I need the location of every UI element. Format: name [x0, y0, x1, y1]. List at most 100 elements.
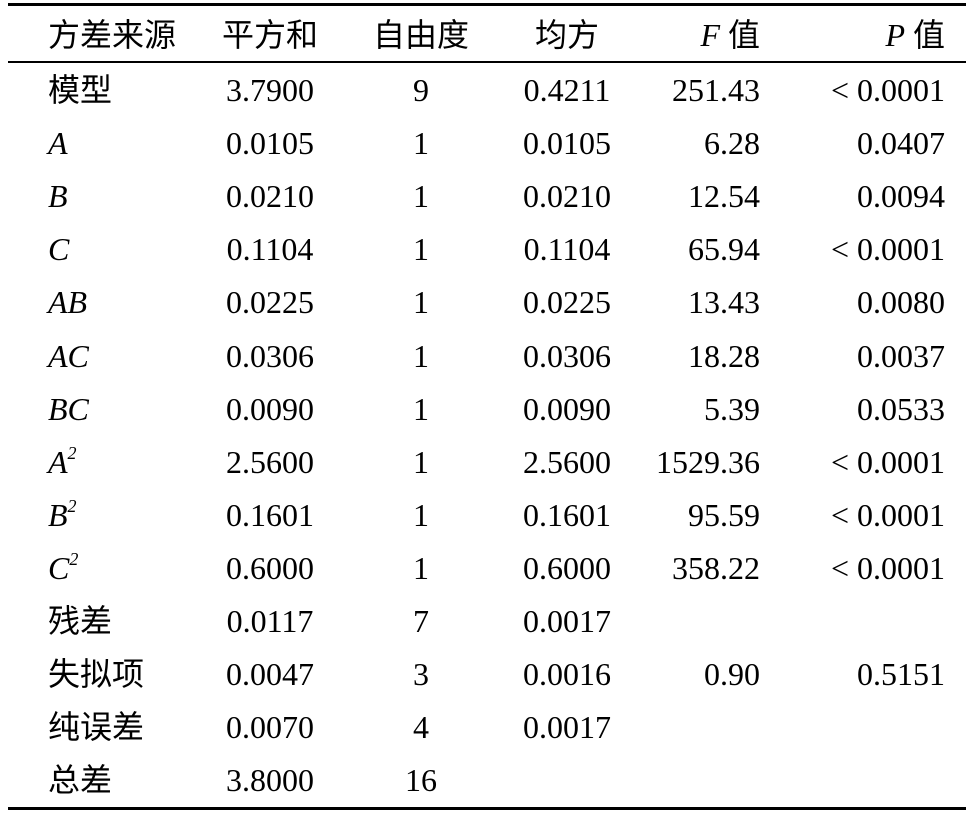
row-label: 残差 [48, 601, 112, 641]
value-cell: 0.0210 [226, 178, 314, 215]
value-cell: 0.0080 [857, 284, 945, 321]
header-cell: 均方 [534, 17, 599, 53]
value-cell: 2.5600 [523, 443, 611, 480]
row-label: 模型 [48, 70, 112, 110]
value-cell: 0.0210 [523, 178, 611, 215]
value-cell: 0.1601 [226, 496, 314, 533]
value-cell: 0.6000 [226, 549, 314, 586]
value-cell: 0.0105 [226, 125, 314, 162]
value-cell: 0.0105 [523, 125, 611, 162]
value-cell: 18.28 [688, 337, 760, 374]
value-cell: 0.0533 [857, 390, 945, 427]
value-cell: 0.0225 [523, 284, 611, 321]
value-cell: 0.5151 [857, 656, 945, 693]
value-cell: 9 [413, 72, 429, 108]
value-cell: < 0.0001 [830, 443, 945, 480]
row-label: 失拟项 [48, 654, 144, 694]
value-cell: < 0.0001 [830, 231, 945, 268]
value-cell: 3.8000 [226, 762, 314, 799]
value-cell: 0.0225 [226, 284, 314, 321]
value-cell: 3.7900 [226, 72, 314, 108]
value-cell: 251.43 [672, 72, 760, 108]
value-cell: 0.1104 [523, 231, 611, 268]
value-cell: 0.1104 [226, 231, 314, 268]
superscript: 2 [67, 495, 77, 516]
value-cell: 0.0306 [226, 337, 314, 374]
source-text: 纯误差 [48, 709, 145, 746]
source-text: C [48, 231, 70, 268]
value-cell: 0.90 [704, 656, 760, 693]
header-cell: F 值 [700, 17, 760, 53]
value-cell: 1 [413, 125, 429, 162]
row-label: A2 [48, 442, 77, 482]
header-cell: P 值 [885, 17, 945, 53]
value-cell: < 0.0001 [830, 72, 945, 108]
header-cell: 自由度 [372, 17, 469, 53]
row-label: 纯误差 [48, 707, 144, 747]
source-text: C [48, 549, 70, 586]
value-cell: 1 [413, 284, 429, 321]
superscript: 2 [69, 548, 79, 569]
value-cell: 95.59 [688, 496, 760, 533]
row-label: B2 [48, 495, 77, 535]
header-cell: 平方和 [221, 17, 318, 53]
source-text: AB [48, 284, 88, 321]
row-label: C2 [48, 548, 78, 588]
value-cell: 0.1601 [523, 496, 611, 533]
superscript: 2 [67, 442, 77, 463]
top-rule [8, 3, 966, 6]
value-cell: 0.0017 [523, 603, 611, 639]
value-cell: 0.0407 [857, 125, 945, 162]
source-text: 残差 [48, 603, 113, 639]
source-text: BC [48, 390, 89, 427]
source-text: A [48, 125, 68, 162]
value-cell: 2.5600 [226, 443, 314, 480]
row-label: C [48, 229, 69, 269]
value-cell: 0.0070 [226, 709, 314, 746]
bottom-rule [8, 807, 966, 810]
value-cell: 0.0047 [226, 656, 314, 693]
value-cell: 0.6000 [523, 549, 611, 586]
source-text: 模型 [48, 72, 113, 108]
value-cell: 0.0094 [857, 178, 945, 215]
value-cell: 0.4211 [523, 72, 611, 108]
value-cell: 1 [413, 178, 429, 215]
value-cell: 1529.36 [656, 443, 760, 480]
value-cell: 1 [413, 337, 429, 374]
value-cell: 1 [413, 443, 429, 480]
value-cell: 7 [413, 603, 429, 639]
value-cell: 65.94 [688, 231, 760, 268]
source-text: 总差 [48, 762, 113, 799]
value-cell: 0.0016 [523, 656, 611, 693]
source-text: AC [48, 337, 89, 374]
row-label: BC [48, 389, 89, 429]
row-label: AB [48, 282, 87, 322]
value-cell: 1 [413, 549, 429, 586]
row-label: 总差 [48, 760, 112, 800]
source-text: A [48, 443, 68, 480]
value-cell: 358.22 [672, 549, 760, 586]
row-label: AC [48, 336, 89, 376]
value-cell: 0.0017 [523, 709, 611, 746]
value-cell: 0.0090 [523, 390, 611, 427]
value-cell: 5.39 [704, 390, 760, 427]
value-cell: 1 [413, 496, 429, 533]
value-cell: 16 [405, 762, 437, 799]
value-cell: 0.0117 [226, 603, 314, 639]
value-cell: 0.0306 [523, 337, 611, 374]
value-cell: 4 [413, 709, 429, 746]
source-text: B [48, 496, 68, 533]
source-text: B [48, 178, 68, 215]
value-cell: < 0.0001 [830, 549, 945, 586]
value-cell: < 0.0001 [830, 496, 945, 533]
row-label: A [48, 123, 68, 163]
header-cell: 方差来源 [48, 17, 177, 53]
row-label: B [48, 176, 68, 216]
value-cell: 6.28 [704, 125, 760, 162]
value-cell: 3 [413, 656, 429, 693]
value-cell: 1 [413, 390, 429, 427]
value-cell: 13.43 [688, 284, 760, 321]
value-cell: 12.54 [688, 178, 760, 215]
value-cell: 0.0090 [226, 390, 314, 427]
